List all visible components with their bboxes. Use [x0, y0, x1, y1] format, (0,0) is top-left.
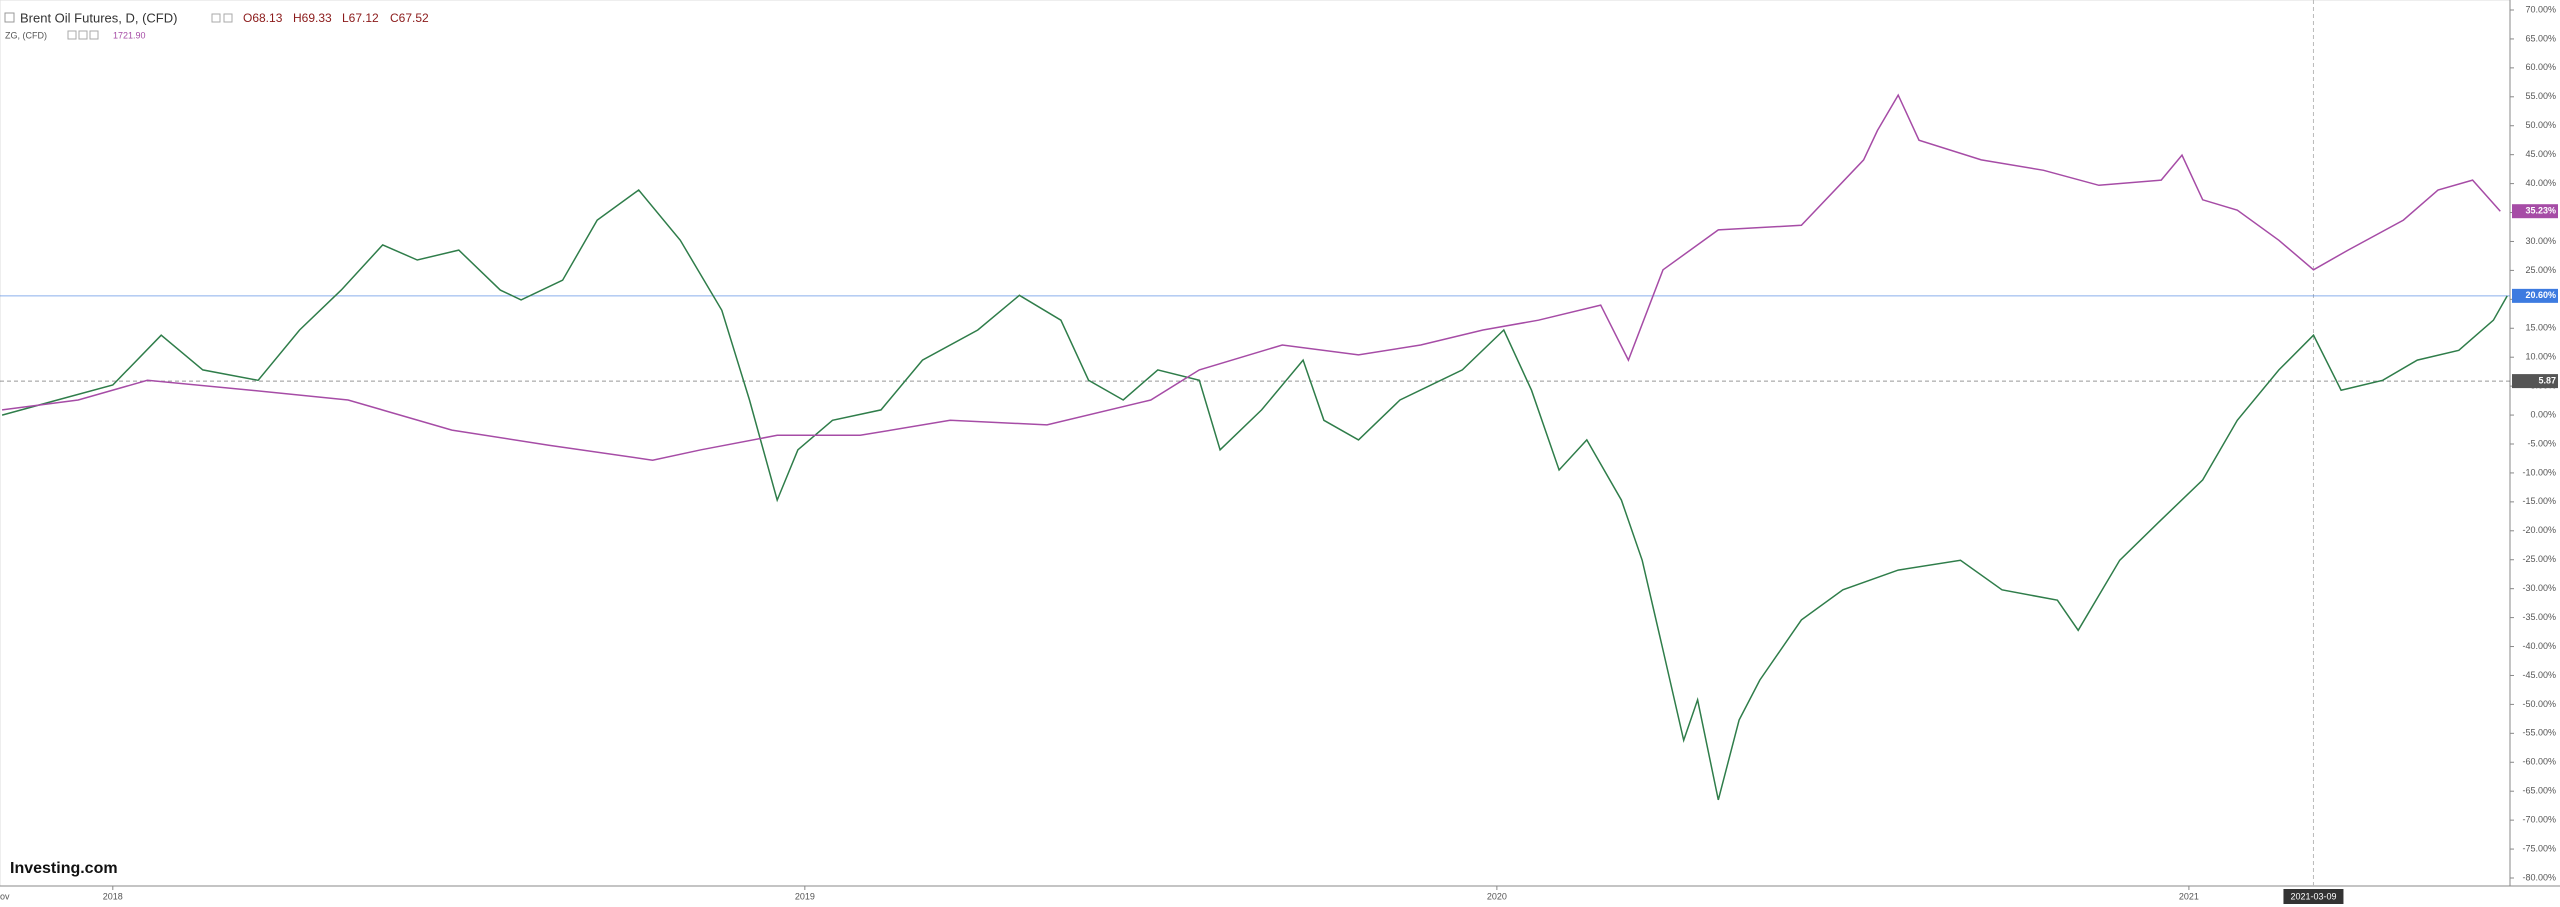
high: H69.33: [293, 11, 332, 25]
y-tick-label: -15.00%: [2522, 496, 2556, 506]
icon[interactable]: [223, 13, 233, 23]
series-line: [1, 188, 2508, 801]
x-tick-label: 2021: [2179, 891, 2199, 901]
icon[interactable]: [211, 13, 221, 23]
x-tick-label: ov: [0, 891, 10, 901]
price-label-bg: [2512, 204, 2558, 219]
y-tick-label: 65.00%: [2525, 33, 2556, 43]
y-tick-label: -25.00%: [2522, 554, 2556, 564]
x-tick-label: 2019: [795, 891, 815, 901]
crosshair-label: 2021-03-09: [2290, 891, 2336, 901]
y-tick-label: 40.00%: [2525, 178, 2556, 188]
price-label-bg: [2512, 374, 2558, 389]
icon[interactable]: [89, 30, 99, 40]
y-tick-label: 55.00%: [2525, 91, 2556, 101]
series-line: [2, 93, 2501, 461]
crosshair-label-bg: [2283, 889, 2344, 904]
y-tick-label: 25.00%: [2525, 265, 2556, 275]
y-tick-label: -75.00%: [2522, 843, 2556, 853]
low: L67.12: [342, 11, 379, 25]
logo: Investing.com: [10, 860, 118, 877]
y-tick-label: -10.00%: [2522, 467, 2556, 477]
x-tick-label: 2020: [1487, 891, 1507, 901]
y-tick-label: -60.00%: [2522, 757, 2556, 767]
close: C67.52: [390, 11, 429, 25]
y-tick-label: -30.00%: [2522, 583, 2556, 593]
y-tick-label: 15.00%: [2525, 323, 2556, 333]
y-tick-label: -80.00%: [2522, 872, 2556, 882]
price-label: 20.60%: [2525, 290, 2556, 300]
price-label: 5.87: [2538, 375, 2556, 385]
price-label-bg: [2512, 288, 2558, 303]
y-tick-label: -50.00%: [2522, 699, 2556, 709]
y-tick-label: -65.00%: [2522, 786, 2556, 796]
y-tick-label: 60.00%: [2525, 62, 2556, 72]
icon[interactable]: [78, 30, 88, 40]
y-tick-label: 45.00%: [2525, 149, 2556, 159]
y-tick-label: 70.00%: [2525, 4, 2556, 14]
y-tick-label: -40.00%: [2522, 641, 2556, 651]
y-tick-label: -55.00%: [2522, 728, 2556, 738]
x-tick-label: 2018: [103, 891, 123, 901]
y-tick-label: 50.00%: [2525, 120, 2556, 130]
y-tick-label: -20.00%: [2522, 525, 2556, 535]
symbol: Brent Oil Futures, D, (CFD): [20, 10, 177, 25]
y-tick-label: -5.00%: [2527, 438, 2556, 448]
plot-area: [0, 0, 2511, 887]
icon[interactable]: [67, 30, 77, 40]
open: O68.13: [243, 11, 283, 25]
collapse-icon[interactable]: [4, 12, 15, 23]
y-tick-label: -70.00%: [2522, 815, 2556, 825]
y-tick-label: 10.00%: [2525, 352, 2556, 362]
y-tick-label: 0.00%: [2530, 409, 2556, 419]
y-tick-label: -35.00%: [2522, 612, 2556, 622]
price-label: 35.23%: [2525, 206, 2556, 216]
compare-symbol: ZG, (CFD): [5, 30, 47, 40]
y-tick-label: 30.00%: [2525, 236, 2556, 246]
y-tick-label: -45.00%: [2522, 670, 2556, 680]
compare-value: 1721.90: [113, 30, 146, 40]
